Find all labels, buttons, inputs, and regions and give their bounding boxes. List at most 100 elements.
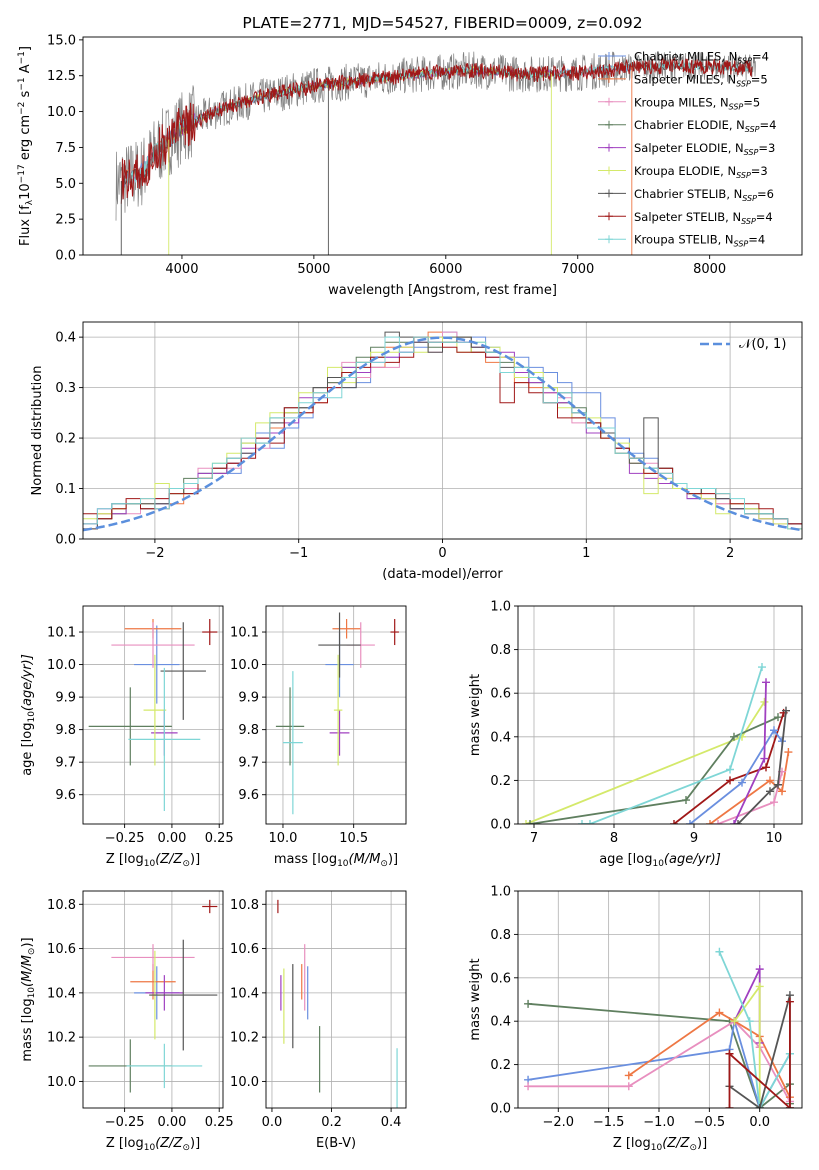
y-tick-label: 0.2 (55, 432, 76, 447)
y-tick-label: 10.0 (47, 658, 76, 673)
legend-label: 𝒩(0, 1) (739, 337, 786, 352)
y-tick-label: 10.8 (230, 898, 259, 913)
mass-weight-marker (725, 1049, 734, 1058)
mass-weight-marker (524, 1082, 533, 1091)
y-tick-label: 0.4 (490, 730, 511, 745)
mass-weight-marker (745, 1017, 754, 1026)
mass-weight-line (529, 716, 779, 824)
mass-vs-z-panel: −0.25 0.00 0.25 10.0 10.2 10.4 10.6 10.8 Z [log1… (20, 890, 234, 1153)
x-tick-label: 0.00 (157, 831, 186, 846)
x-axis-label: age [log10(age/yr)] (599, 852, 721, 869)
grid (518, 605, 802, 825)
axes-frame (517, 605, 803, 825)
y-tick-label: 9.8 (238, 723, 259, 738)
x-tick-label: 8000 (693, 262, 726, 277)
y-tick-label: 0.0 (490, 818, 511, 833)
y-tick-label: 1.0 (490, 885, 511, 900)
y-tick-label: 10.0 (47, 105, 76, 120)
y-tick-label: 7.5 (55, 141, 76, 156)
y-tick-label: 10.2 (230, 1031, 259, 1046)
y-tick-label: 0.3 (55, 381, 76, 396)
normal-curve (83, 336, 802, 532)
mass-weight-marker (762, 763, 770, 772)
y-tick-label: 1.0 (490, 600, 511, 615)
plot-area (115, 51, 756, 255)
grid (83, 891, 223, 1108)
x-tick-label: −1 (289, 546, 308, 561)
mass-weight-marker (770, 798, 778, 807)
mass-weight-marker (725, 1104, 734, 1108)
y-axis-label: Normed distribution (30, 366, 45, 496)
axes-frame (82, 890, 224, 1109)
legend-label: Salpeter ELODIE, NSSP=3 (634, 141, 775, 157)
mass-weight-line (689, 728, 783, 824)
x-tick-label: −0.5 (694, 1115, 726, 1130)
x-tick-label: −1.0 (643, 1115, 675, 1130)
mass-weight-marker (682, 796, 690, 805)
grid (83, 322, 802, 540)
x-tick-label: 0.00 (157, 1115, 186, 1130)
plot-area (83, 331, 802, 532)
grid (266, 891, 406, 1108)
y-tick-label: 9.6 (238, 788, 259, 803)
spectrum-model-line (120, 61, 753, 190)
mass-weight-line (737, 710, 787, 824)
x-tick-label: 6000 (429, 262, 462, 277)
y-tick-label: 5.0 (55, 177, 76, 192)
x-axis-label: E(B-V) (316, 1136, 356, 1151)
mass-weight-marker (774, 713, 782, 722)
x-tick-label: 7000 (561, 262, 594, 277)
x-tick-label: 5000 (297, 262, 330, 277)
x-tick-label: 0.4 (381, 1115, 402, 1130)
mass-weight-marker (670, 820, 678, 824)
y-axis-label: mass weight (468, 674, 483, 756)
age-vs-mass-panel: 10.0 10.5 9.6 9.7 9.8 9.9 10.0 10.1 mass [log10(… (230, 605, 407, 869)
x-tick-label: 10.0 (268, 831, 297, 846)
x-tick-label: 7 (530, 831, 538, 846)
x-tick-label: 1 (582, 546, 590, 561)
legend-label: Kroupa MILES, NSSP=5 (634, 95, 760, 111)
axes-frame (517, 890, 803, 1109)
y-tick-label: 0.0 (490, 1102, 511, 1117)
mass-weight-marker (785, 1104, 794, 1108)
mass-weight-marker (586, 820, 594, 824)
y-tick-label: 0.0 (55, 533, 76, 548)
mass-weight-marker (726, 765, 734, 774)
x-tick-label: 0.25 (205, 831, 234, 846)
massweight-vs-age-panel: 7 8 9 10 0.0 0.2 0.4 0.6 0.8 1.0 age [log10(age/yr… (468, 600, 803, 869)
legend-label: Kroupa ELODIE, NSSP=3 (634, 164, 768, 180)
y-axis-label: age [log10(age/yr)] (20, 654, 37, 776)
mass-weight-marker (730, 1017, 739, 1026)
mass-weight-line (582, 666, 763, 824)
x-axis-label: (data-model)/error (382, 567, 503, 582)
y-tick-label: 10.8 (47, 898, 76, 913)
mass-vs-ebv-panel: 0.0 0.2 0.4 10.0 10.2 10.4 10.6 10.8 E(B-V) (230, 890, 407, 1151)
plot-area (88, 619, 218, 811)
mass-weight-marker (774, 780, 782, 789)
mass-weight-marker (755, 1104, 764, 1108)
mass-weight-marker (760, 697, 769, 706)
x-tick-label: 0.25 (205, 1115, 234, 1130)
x-tick-label: 4000 (165, 262, 198, 277)
legend-marker (605, 97, 613, 106)
legend-marker (605, 166, 613, 175)
age-vs-z-panel: −0.25 0.00 0.25 9.6 9.7 9.8 9.9 10.0 10.1 Z [log1… (20, 605, 234, 869)
y-tick-label: 10.4 (230, 986, 259, 1001)
x-tick-label: −0.25 (105, 1115, 145, 1130)
plot-area (277, 899, 398, 1108)
legend-label: Chabrier STELIB, NSSP=6 (634, 187, 774, 203)
mass-weight-marker (738, 778, 746, 787)
y-tick-label: 0.2 (490, 774, 511, 789)
legend-label: Kroupa STELIB, NSSP=4 (634, 233, 765, 249)
y-tick-label: 9.9 (55, 691, 76, 706)
y-tick-label: 9.8 (55, 723, 76, 738)
x-tick-label: 2 (726, 546, 734, 561)
axes-frame (265, 605, 407, 825)
axes-frame (82, 36, 803, 256)
mass-weight-marker (734, 820, 742, 824)
mass-weight-line (717, 771, 783, 824)
x-axis-label: wavelength [Angstrom, rest frame] (328, 283, 557, 298)
y-tick-label: 0.4 (490, 1015, 511, 1030)
y-tick-label: 0.4 (55, 331, 76, 346)
y-tick-label: 10.0 (230, 658, 259, 673)
